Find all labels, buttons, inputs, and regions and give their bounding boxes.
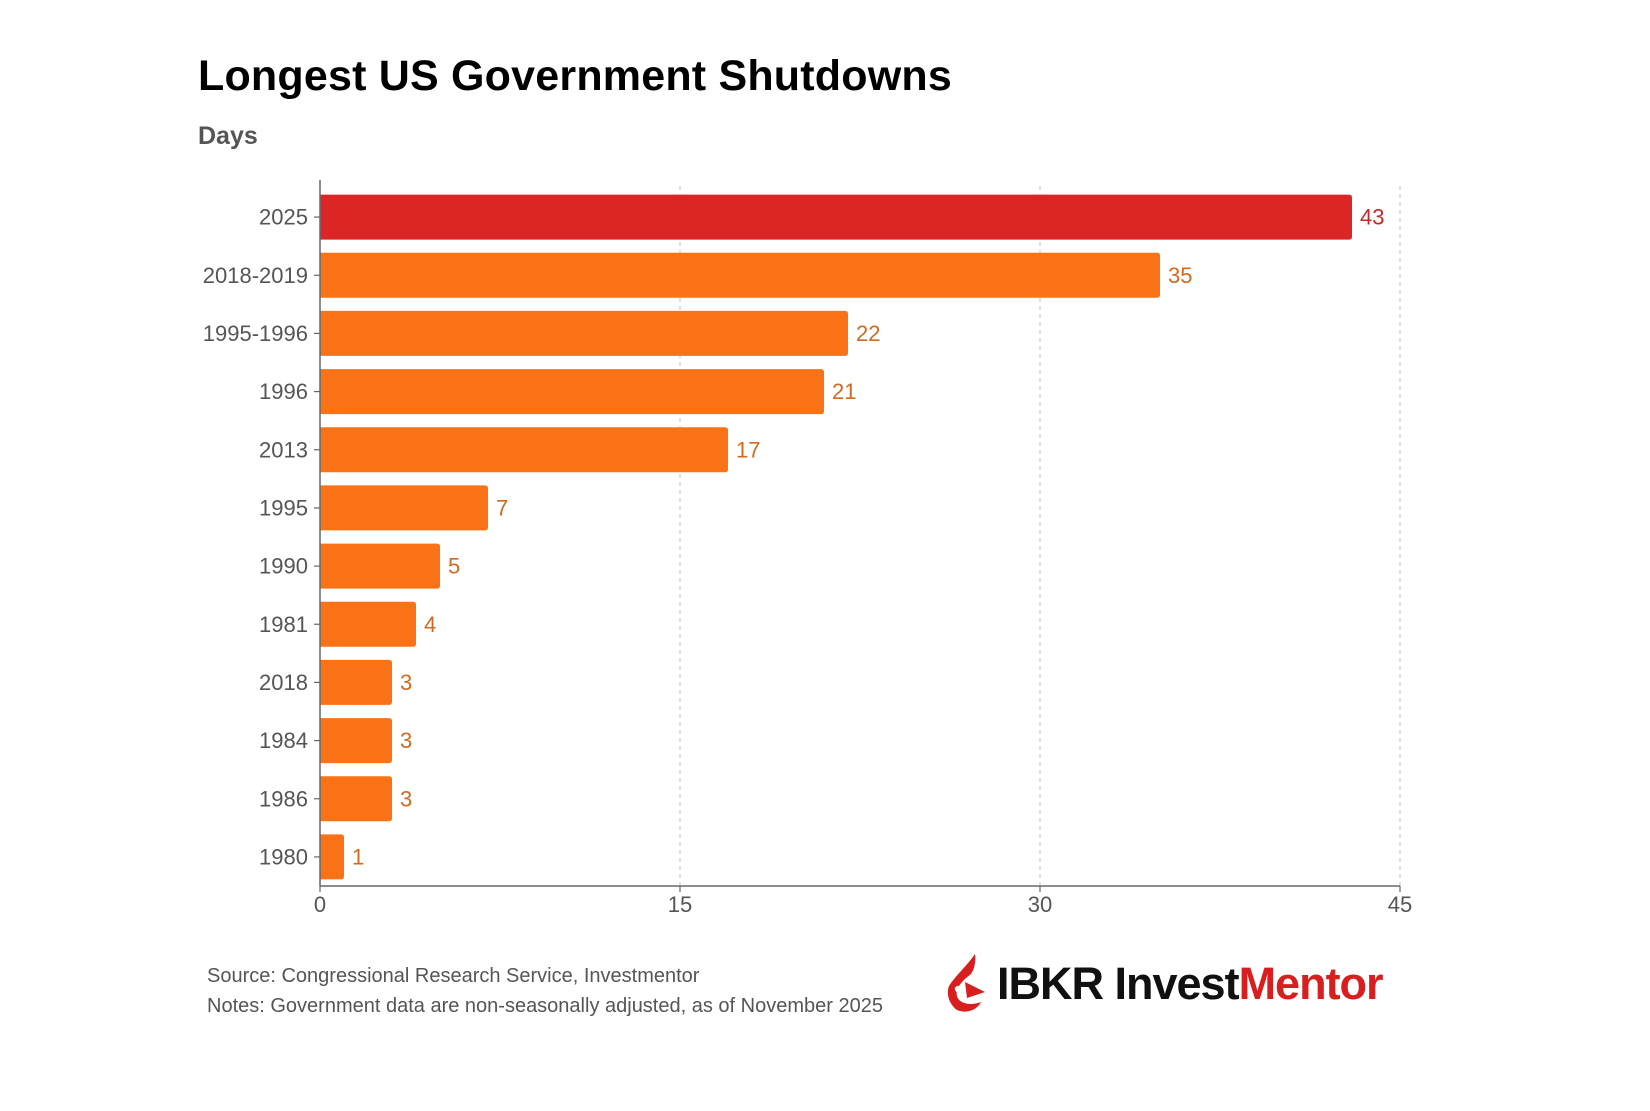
category-label-1990: 1990 xyxy=(259,554,308,579)
axes: 2025 2018-2019 1995-1996 1996 2013 1995 1990 19… xyxy=(203,180,1412,917)
source-note: Source: Congressional Research Service, … xyxy=(207,965,700,987)
bar-1981 xyxy=(320,601,416,647)
category-label-1984: 1984 xyxy=(259,728,308,753)
chart-subtitle: Days xyxy=(198,122,258,150)
bar-2018 xyxy=(320,659,392,705)
data-notes: Notes: Government data are non-seasonall… xyxy=(207,995,883,1017)
x-tick-label-30: 30 xyxy=(1028,892,1052,917)
x-tick-label-45: 45 xyxy=(1388,892,1412,917)
category-label-2013: 2013 xyxy=(259,437,308,462)
category-label-2018-2019: 2018-2019 xyxy=(203,263,308,288)
bar-2018-2019 xyxy=(320,252,1160,298)
value-label-1984: 3 xyxy=(400,728,412,753)
value-label-2013: 17 xyxy=(736,437,760,462)
value-label-1986: 3 xyxy=(400,786,412,811)
chart-title: Longest US Government Shutdowns xyxy=(198,52,952,100)
x-tick-label-0: 0 xyxy=(314,892,326,917)
x-tick-label-15: 15 xyxy=(668,892,692,917)
category-label-1995: 1995 xyxy=(259,495,308,520)
bar-1986 xyxy=(320,776,392,822)
value-label-1995: 7 xyxy=(496,495,508,520)
value-label-2018-2019: 35 xyxy=(1168,263,1192,288)
value-label-2025: 43 xyxy=(1360,205,1384,230)
bar-1990 xyxy=(320,543,440,589)
brand-name-ibkr-invest: IBKR Invest xyxy=(997,957,1240,1009)
category-label-2025: 2025 xyxy=(259,205,308,230)
bar-1995 xyxy=(320,485,488,531)
bar-1980 xyxy=(320,834,344,880)
bar-1984 xyxy=(320,718,392,764)
value-label-1996: 21 xyxy=(832,379,856,404)
bar-1996 xyxy=(320,369,824,415)
category-label-1995-1996: 1995-1996 xyxy=(203,321,308,346)
bar-2025 xyxy=(320,194,1352,240)
category-label-1996: 1996 xyxy=(259,379,308,404)
category-label-2018: 2018 xyxy=(259,670,308,695)
category-label-1986: 1986 xyxy=(259,786,308,811)
bar-1995-1996 xyxy=(320,310,848,356)
value-label-1980: 1 xyxy=(352,844,364,869)
category-label-1980: 1980 xyxy=(259,844,308,869)
value-label-1995-1996: 22 xyxy=(856,321,880,346)
brand-logo: IBKR InvestMentor xyxy=(945,952,1384,1014)
brand-name-mentor: Mentor xyxy=(1238,957,1384,1009)
value-label-2018: 3 xyxy=(400,670,412,695)
value-label-1981: 4 xyxy=(424,612,436,637)
ibkr-logo-icon xyxy=(947,954,985,1012)
brand-name: IBKR InvestMentor xyxy=(997,957,1384,1009)
category-label-1981: 1981 xyxy=(259,612,308,637)
value-label-1990: 5 xyxy=(448,554,460,579)
bar-2013 xyxy=(320,427,728,473)
